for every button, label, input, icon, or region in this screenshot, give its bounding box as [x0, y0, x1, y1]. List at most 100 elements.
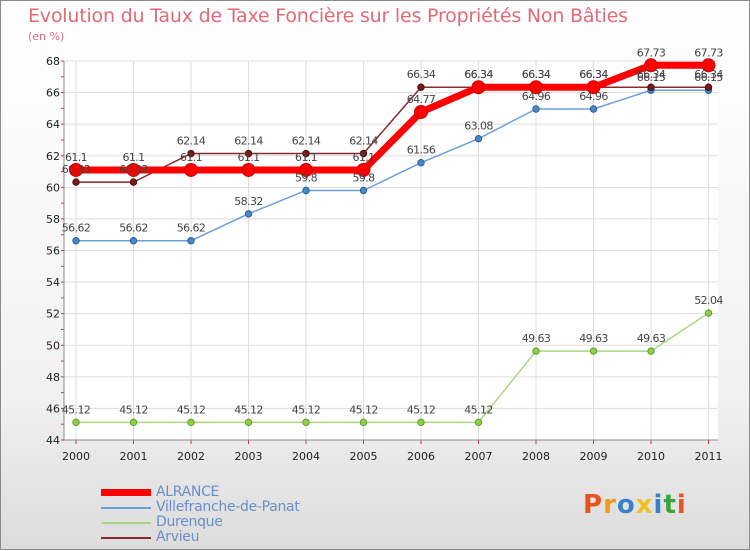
data-point — [647, 83, 655, 91]
legend-label: ALRANCE — [156, 484, 220, 500]
x-tick-label: 2008 — [522, 450, 550, 463]
legend-label: Villefranche-de-Panat — [156, 499, 300, 515]
data-point — [704, 83, 713, 91]
data-label: 45.12 — [349, 403, 378, 416]
data-point — [704, 309, 713, 317]
data-point — [72, 178, 80, 186]
data-label: 61.1 — [295, 151, 317, 164]
legend-label: Arvieu — [156, 529, 200, 545]
series-line-alrance — [76, 61, 709, 174]
data-label: 59.8 — [352, 171, 375, 184]
data-point — [414, 105, 428, 120]
data-label: 58.32 — [234, 195, 263, 208]
data-label: 60.33 — [119, 163, 148, 176]
data-point — [474, 134, 483, 143]
data-point — [417, 83, 425, 91]
data-label: 66.34 — [694, 68, 723, 81]
x-tick-label: 2001 — [120, 450, 148, 463]
data-label: 61.1 — [122, 151, 144, 164]
data-point — [356, 162, 371, 177]
data-label: 52.04 — [694, 294, 723, 307]
data-label: 61.1 — [237, 151, 259, 164]
y-tick-label: 66 — [46, 87, 60, 100]
data-point — [241, 162, 256, 177]
data-label: 66.34 — [464, 68, 493, 81]
logo-letter: i — [676, 490, 687, 520]
y-tick-label: 58 — [46, 213, 60, 226]
data-point — [474, 418, 483, 427]
data-point — [187, 149, 195, 158]
x-tick-label: 2004 — [292, 450, 320, 463]
data-point — [589, 347, 598, 355]
data-label: 64.96 — [522, 90, 551, 103]
data-point — [302, 149, 310, 158]
data-point — [532, 347, 540, 355]
data-label: 56.62 — [119, 222, 148, 235]
proxiti-logo: Proxiti — [583, 490, 687, 520]
data-label: 66.34 — [579, 68, 608, 81]
data-label: 66.34 — [579, 68, 608, 81]
data-point — [589, 105, 598, 113]
data-point — [244, 210, 253, 218]
chart-title: Evolution du Taux de Taxe Foncière sur l… — [28, 5, 628, 27]
data-point — [302, 186, 310, 195]
data-label: 62.14 — [349, 135, 378, 148]
data-label: 64.77 — [407, 93, 436, 106]
data-label: 49.63 — [637, 332, 666, 345]
data-label: 66.34 — [522, 68, 551, 81]
data-label: 61.1 — [65, 151, 87, 164]
data-label: 49.63 — [522, 332, 551, 345]
data-label: 56.62 — [177, 222, 206, 235]
data-label: 61.1 — [180, 151, 202, 164]
data-label: 66.34 — [407, 68, 436, 81]
x-tick-label: 2010 — [637, 450, 665, 463]
legend-item: Arvieu — [101, 529, 361, 545]
data-point — [244, 149, 253, 158]
legend-swatch — [101, 537, 151, 539]
y-tick-label: 50 — [46, 339, 60, 352]
x-tick-label: 2011 — [695, 450, 723, 463]
data-point — [69, 162, 83, 177]
data-label: 49.63 — [579, 332, 608, 345]
data-label: 66.15 — [637, 71, 666, 84]
data-point — [126, 162, 141, 177]
data-point — [644, 58, 658, 73]
y-tick-label: 52 — [46, 308, 60, 321]
data-label: 62.14 — [292, 135, 321, 148]
y-tick-label: 64 — [46, 118, 60, 131]
y-tick-label: 54 — [46, 276, 60, 289]
data-point — [359, 149, 368, 158]
data-point — [471, 80, 486, 95]
y-tick-label: 48 — [46, 371, 60, 384]
data-label: 67.73 — [694, 46, 723, 59]
x-tick-label: 2005 — [350, 450, 378, 463]
logo-letter: t — [663, 490, 677, 520]
data-label: 45.12 — [62, 403, 91, 416]
data-point — [359, 418, 368, 427]
data-point — [129, 237, 138, 245]
data-label: 59.8 — [295, 171, 318, 184]
data-point — [529, 80, 543, 95]
logo-letter: o — [616, 490, 636, 520]
data-point — [417, 418, 425, 427]
data-point — [647, 347, 655, 355]
data-point — [72, 418, 80, 427]
data-label: 64.96 — [579, 90, 608, 103]
data-point — [302, 418, 310, 427]
x-tick-label: 2002 — [177, 450, 205, 463]
data-label: 61.56 — [407, 144, 436, 157]
x-tick-label: 2007 — [465, 450, 493, 463]
data-point — [187, 418, 195, 427]
data-label: 45.12 — [177, 403, 206, 416]
data-point — [586, 80, 601, 95]
legend-item: Villefranche-de-Panat — [101, 499, 361, 515]
y-tick-label: 62 — [46, 150, 60, 163]
x-tick-label: 2003 — [235, 450, 263, 463]
data-point — [129, 418, 138, 427]
data-label: 45.12 — [464, 403, 493, 416]
legend-item: ALRANCE — [101, 484, 361, 500]
legend-swatch — [101, 507, 151, 509]
data-label: 66.34 — [522, 68, 551, 81]
data-label: 45.12 — [407, 403, 436, 416]
